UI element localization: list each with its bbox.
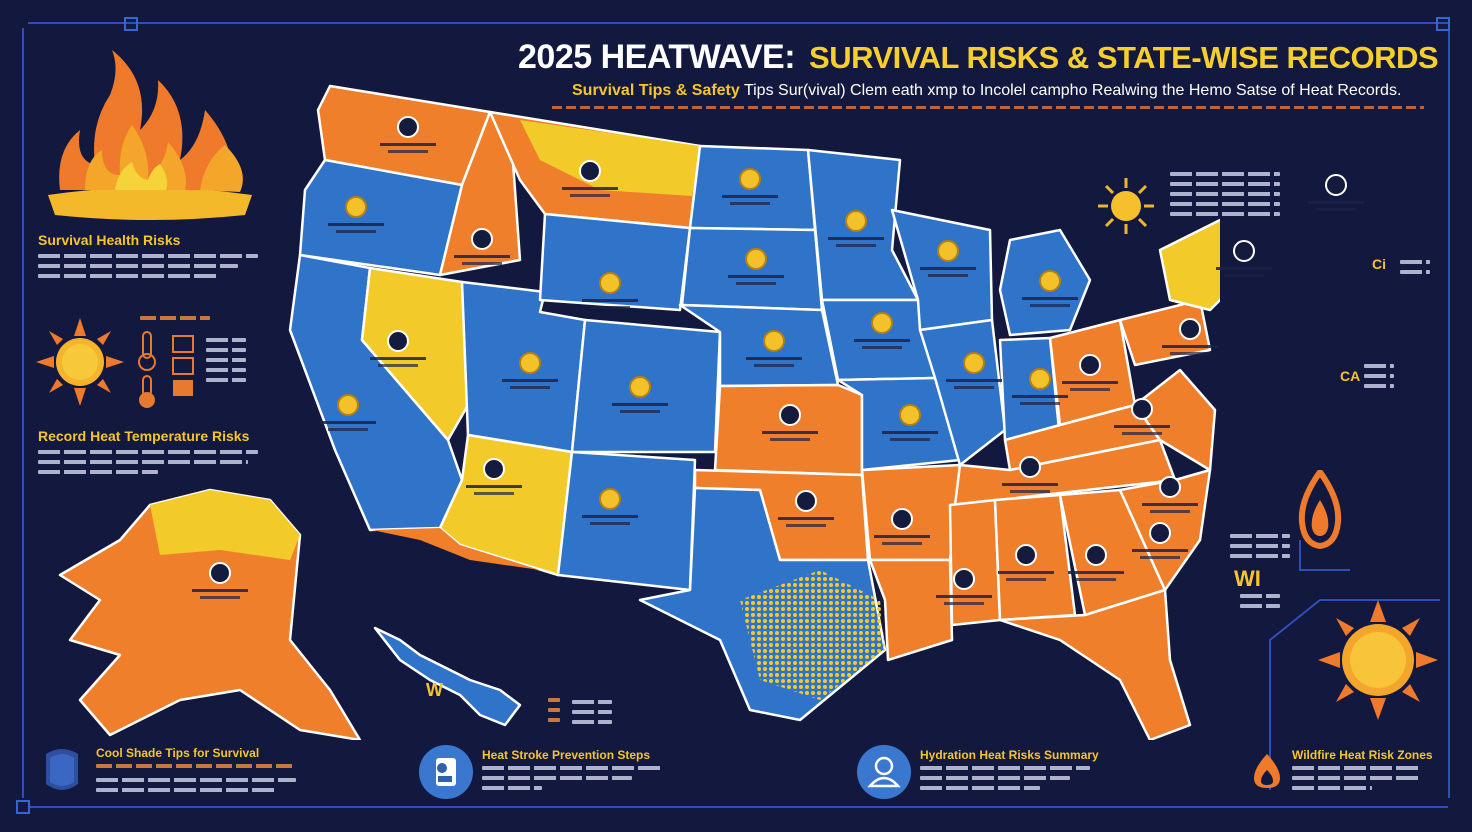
- label-wi: WI: [1234, 566, 1261, 591]
- state-wyoming: [538, 212, 692, 312]
- right-mid-text: [1230, 534, 1290, 564]
- bottom-section-4-title: Wildfire Heat Risk Zones: [1292, 748, 1433, 762]
- hawaii-label: W: [426, 680, 443, 700]
- right-sun-icon: [1098, 178, 1154, 234]
- frame-right-line: [1448, 28, 1450, 798]
- title-part1: 2025 HEATWAVE:: [518, 38, 796, 76]
- state-tennessee: [953, 438, 1177, 507]
- bottom-section-4-body: [1292, 766, 1422, 796]
- bottom-section-1-body: [96, 778, 296, 798]
- fire-icon: [1254, 754, 1280, 788]
- big-sun-icon: [1318, 600, 1438, 720]
- bottom-section-2-title: Heat Stroke Prevention Steps: [482, 748, 651, 762]
- state-montana-yellow: [520, 120, 700, 196]
- label-ci-text: [1400, 260, 1430, 280]
- label-wi-text: [1240, 594, 1280, 614]
- frame-corner: [1436, 17, 1450, 31]
- temperature-text: [38, 450, 258, 480]
- state-oregon: [298, 158, 464, 277]
- thermometer-icon: [138, 331, 156, 408]
- label-ca-text: [1364, 364, 1394, 394]
- frame-corner: [16, 800, 30, 814]
- state-new-mexico: [556, 450, 697, 592]
- person-icon: [419, 745, 473, 799]
- right-top-text: [1170, 172, 1280, 222]
- bottom-section-4: Wildfire Heat Risk Zones: [1292, 748, 1433, 766]
- state-alaska-yellow: [150, 490, 300, 560]
- state-marker: [1306, 174, 1366, 211]
- state-new-york: [1158, 218, 1220, 312]
- bottom-section-1-title: Cool Shade Tips for Survival: [96, 746, 260, 760]
- health-risks-text: [38, 254, 258, 284]
- state-nevada: [360, 266, 470, 442]
- state-louisiana: [868, 558, 954, 662]
- state-north-dakota: [688, 144, 817, 232]
- right-flame-icon: [1298, 470, 1342, 550]
- state-florida: [998, 588, 1192, 740]
- helmet-icon: [857, 745, 911, 799]
- state-utah: [460, 280, 587, 454]
- state-texas-heat: [740, 570, 885, 700]
- bottom-section-3-body: [920, 766, 1090, 796]
- calendar-icon: [172, 335, 194, 396]
- title-part2: SURVIVAL RISKS & STATE-WISE RECORDS: [809, 40, 1439, 75]
- state-arkansas: [860, 463, 962, 562]
- bottom-section-2-body: [482, 766, 662, 796]
- label-ci: Ci: [1372, 256, 1386, 272]
- frame-corner: [124, 17, 138, 31]
- frame-bottom-line: [28, 806, 1448, 808]
- state-michigan: [998, 228, 1092, 337]
- state-mississippi: [948, 498, 1002, 627]
- subtitle-highlight: Survival Tips & Safety: [572, 82, 740, 99]
- hawaii-icon-stack: [548, 698, 560, 728]
- state-south-dakota: [680, 226, 824, 312]
- sun-icon: [36, 318, 124, 406]
- frame-top-line: [28, 22, 1448, 24]
- state-colorado: [570, 318, 722, 454]
- us-heat-map: [58, 84, 1220, 740]
- flame-icon: [48, 50, 252, 220]
- state-pennsylvania: [1118, 298, 1212, 367]
- temperature-title: Record Heat Temperature Risks: [38, 428, 250, 444]
- frame-left-line: [22, 28, 24, 798]
- state-arizona-orange: [372, 528, 540, 570]
- bottom-section-1: Cool Shade Tips for Survival: [96, 746, 259, 764]
- thermo-text: [206, 338, 246, 388]
- page-subtitle: Survival Tips & Safety Tips Sur(vival) C…: [572, 82, 1401, 100]
- bottom-section-3: Hydration Heat Risks Summary: [920, 748, 1099, 766]
- bottom-section-1-text: [96, 764, 296, 774]
- thermo-caption: [140, 316, 210, 326]
- page-title: 2025 HEATWAVE: SURVIVAL RISKS & STATE-WIS…: [518, 38, 1439, 77]
- state-marker: [1214, 240, 1274, 277]
- health-risks-title: Survival Health Risks: [38, 232, 181, 248]
- subtitle-dashes: [552, 106, 1424, 109]
- bottom-section-2: Heat Stroke Prevention Steps: [482, 748, 650, 766]
- water-drop-icon: [46, 749, 78, 790]
- label-ca: CA: [1340, 368, 1361, 384]
- hawaii-text: [572, 700, 612, 730]
- state-hawaii: [373, 626, 522, 727]
- subtitle-rest: Tips Sur(vival) Clem eath xmp to Incolel…: [743, 82, 1402, 99]
- bottom-section-3-title: Hydration Heat Risks Summary: [920, 748, 1099, 762]
- right-circuit-lines: [1269, 540, 1440, 790]
- state-kansas: [713, 383, 864, 477]
